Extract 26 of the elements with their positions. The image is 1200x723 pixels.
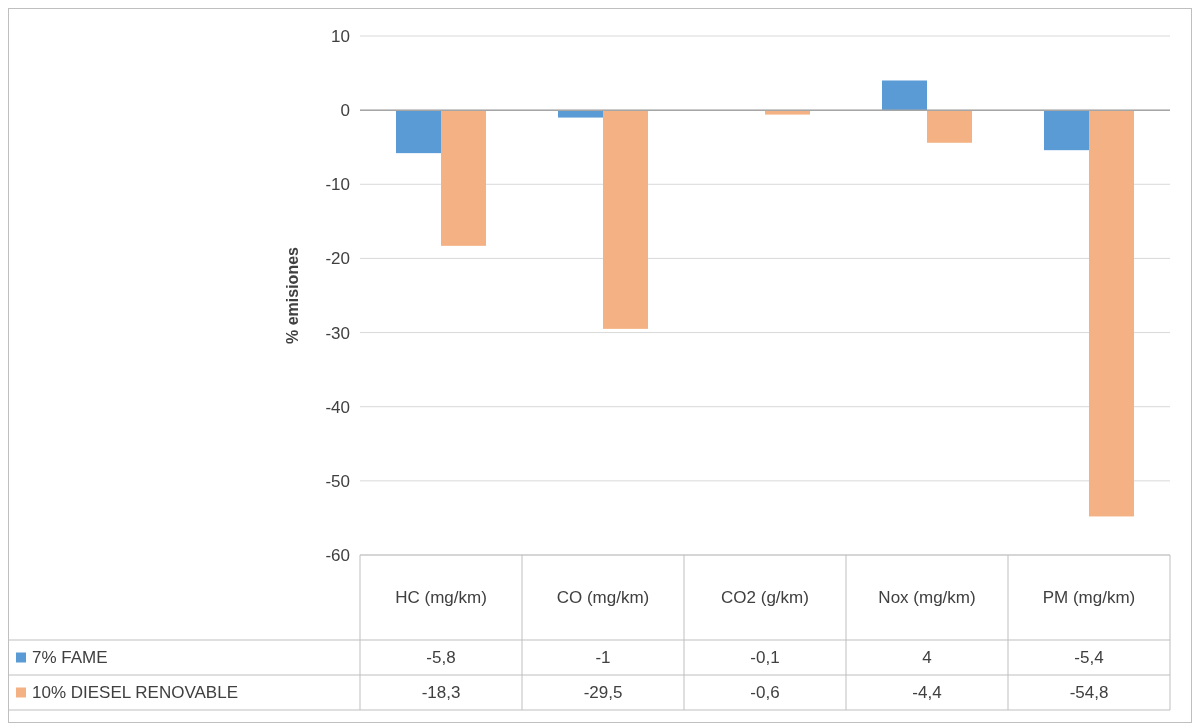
y-tick-label: -60 bbox=[325, 545, 350, 565]
y-tick-label: -20 bbox=[325, 249, 350, 269]
y-axis-title: % emisiones bbox=[284, 246, 301, 344]
x-tick-label: PM (mg/km) bbox=[1042, 588, 1136, 608]
data-label: -5,8 bbox=[426, 648, 456, 668]
data-label: -0,6 bbox=[750, 683, 780, 703]
x-tick-label: HC (mg/km) bbox=[395, 588, 487, 608]
x-tick-label: CO2 (g/km) bbox=[721, 588, 809, 608]
data-label: -1 bbox=[595, 648, 611, 668]
y-tick-label: -50 bbox=[325, 471, 350, 491]
data-label: -4,4 bbox=[912, 683, 942, 703]
y-tick-label: 0 bbox=[340, 101, 350, 121]
data-label: -5,4 bbox=[1074, 648, 1104, 668]
y-tick-label: 10 bbox=[331, 26, 350, 46]
data-label: -29,5 bbox=[583, 683, 623, 703]
data-label: -54,8 bbox=[1069, 683, 1109, 703]
legend-label: 10% DIESEL RENOVABLE bbox=[32, 683, 238, 703]
x-tick-label: CO (mg/km) bbox=[556, 588, 650, 608]
y-tick-label: -10 bbox=[325, 175, 350, 195]
y-tick-label: -30 bbox=[325, 323, 350, 343]
x-tick-label: Nox (mg/km) bbox=[878, 588, 976, 608]
y-tick-label: -40 bbox=[325, 397, 350, 417]
data-label: -18,3 bbox=[421, 683, 461, 703]
data-label: 4 bbox=[922, 648, 932, 668]
data-label: -0,1 bbox=[750, 648, 780, 668]
legend-label: 7% FAME bbox=[32, 648, 108, 668]
